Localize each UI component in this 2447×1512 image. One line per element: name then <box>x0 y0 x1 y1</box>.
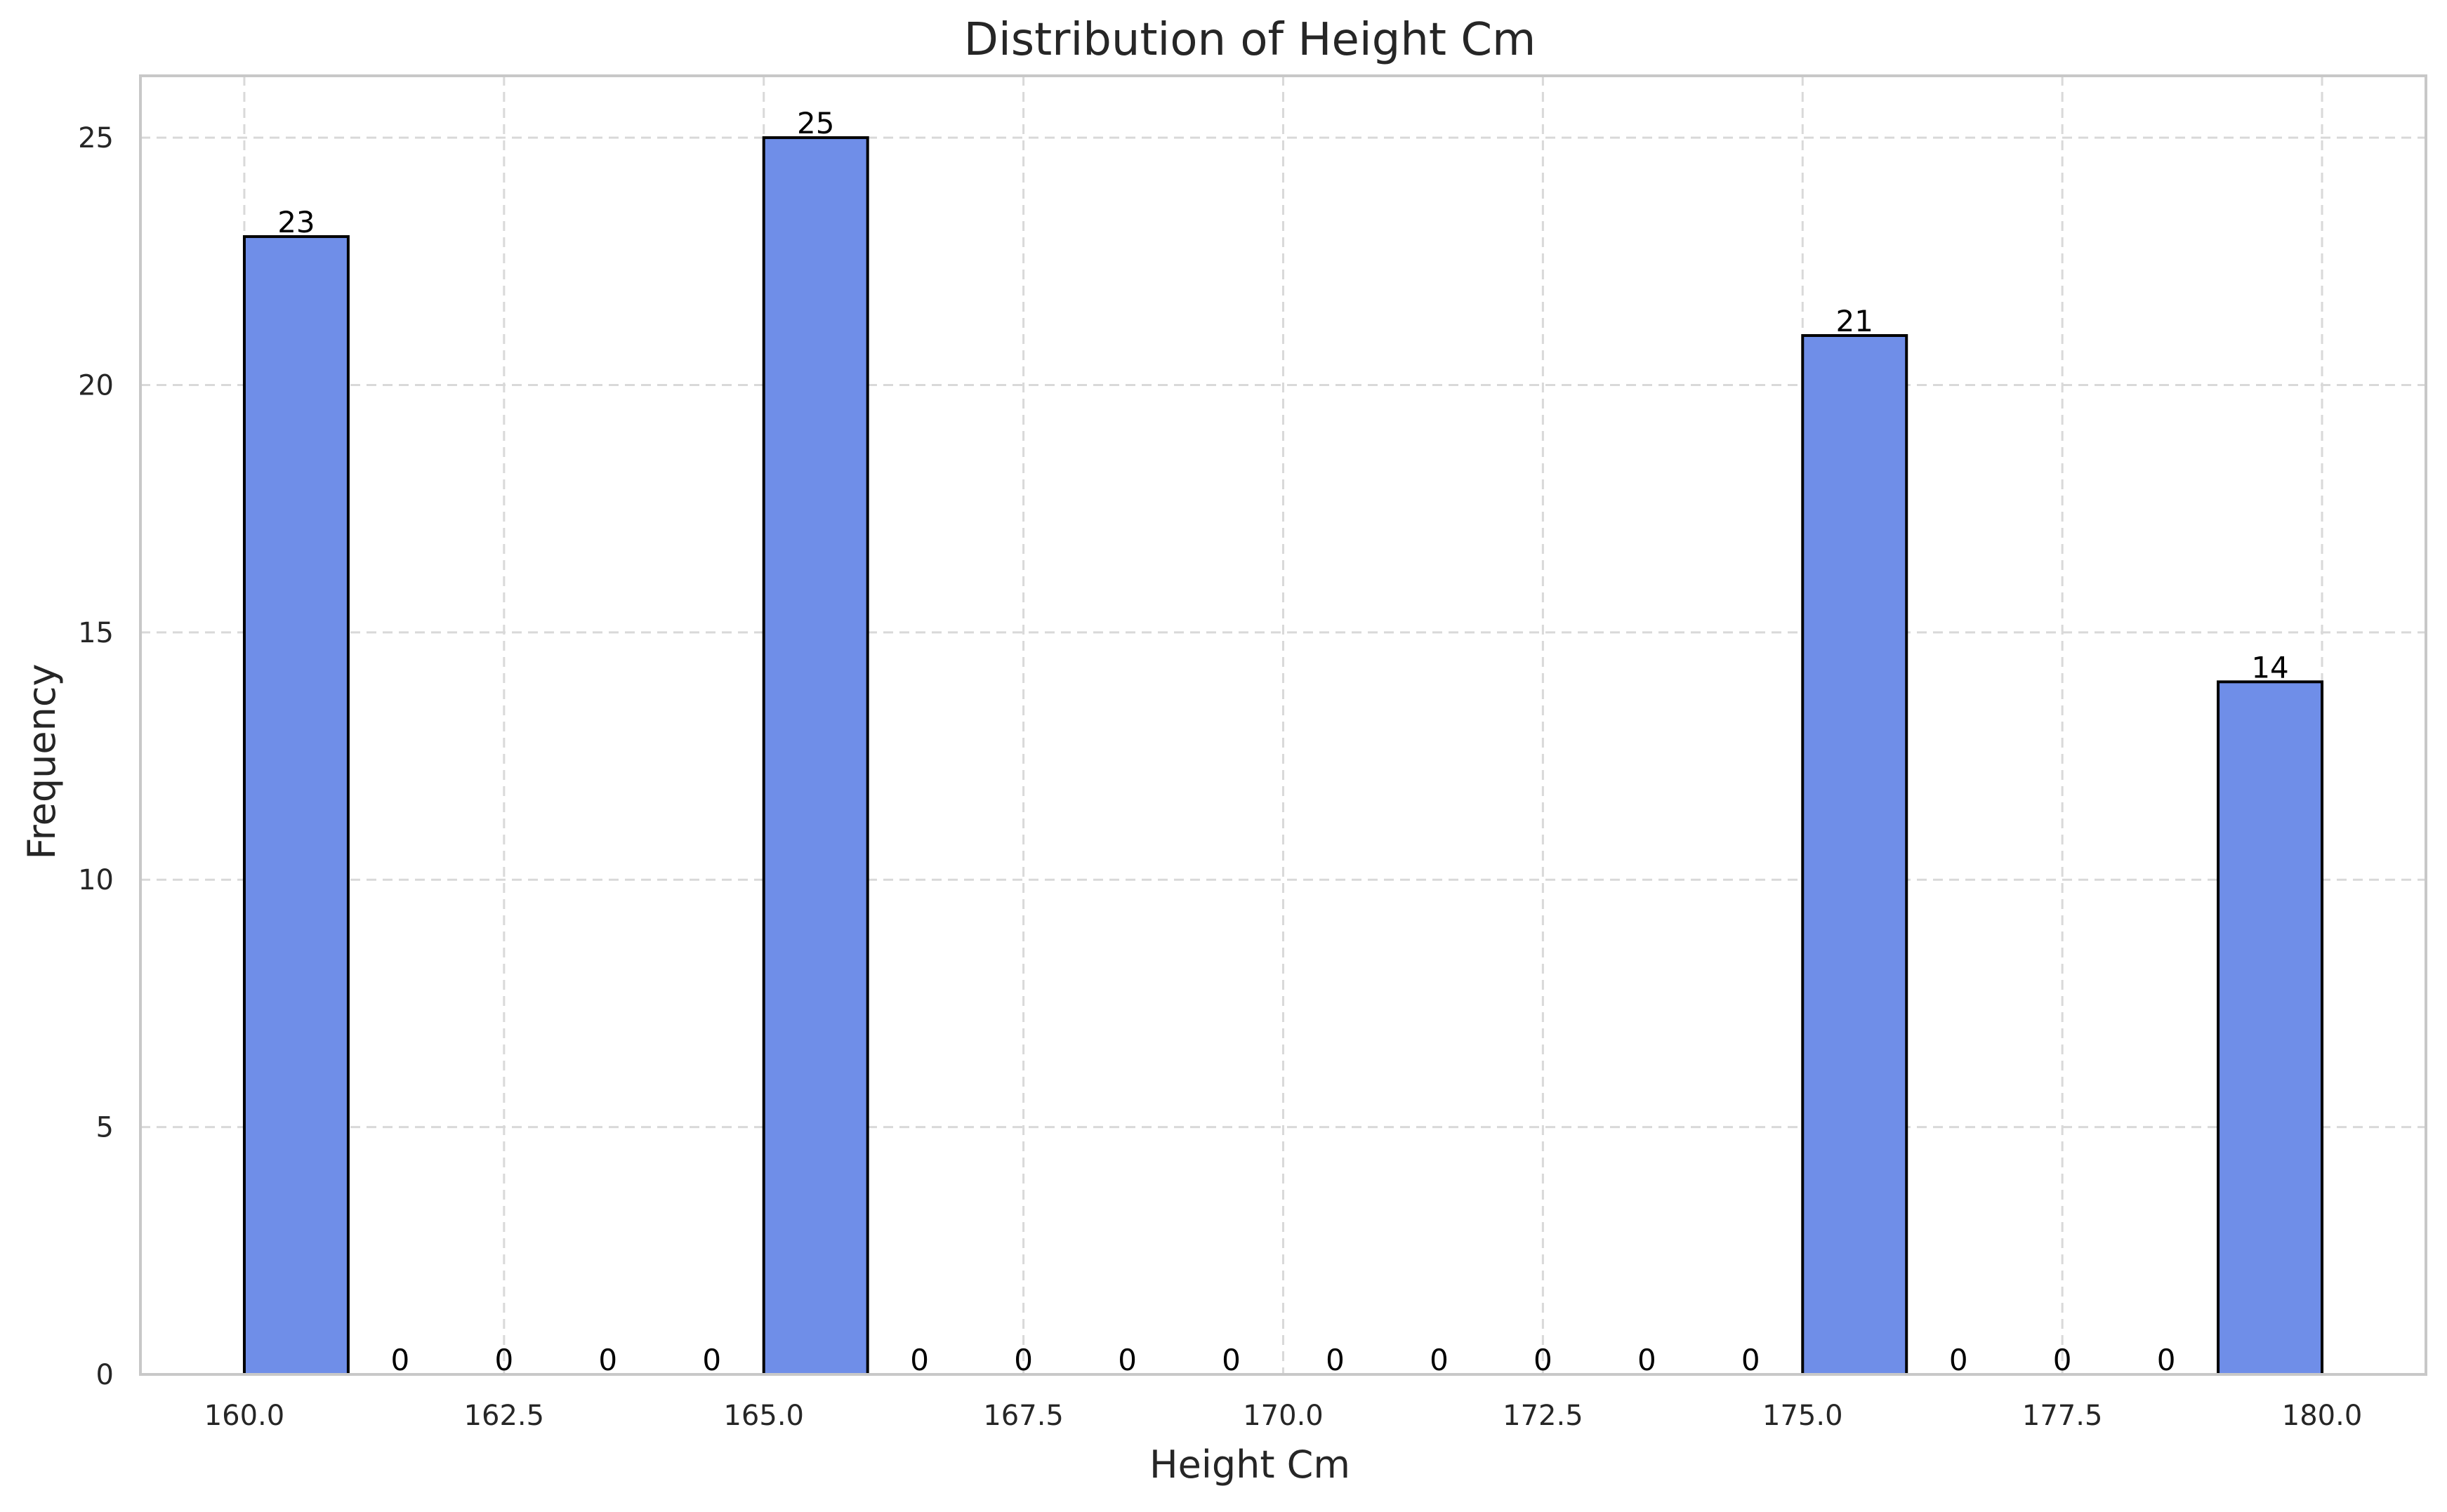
histogram-bar <box>762 136 869 1377</box>
bar-value-label: 0 <box>494 1343 513 1377</box>
x-tick-label: 165.0 <box>723 1400 804 1432</box>
plot-frame <box>139 74 2427 1376</box>
histogram-bar <box>2217 680 2324 1376</box>
x-axis-label: Height Cm <box>1149 1443 1350 1487</box>
y-tick-label: 15 <box>78 617 114 649</box>
histogram-bar <box>242 235 350 1376</box>
bar-value-label: 0 <box>1430 1343 1449 1377</box>
x-tick-label: 170.0 <box>1243 1400 1324 1432</box>
y-tick-label: 10 <box>78 864 114 896</box>
y-tick-label: 0 <box>96 1359 114 1391</box>
x-tick-label: 177.5 <box>2022 1400 2103 1432</box>
bar-value-label: 0 <box>702 1343 721 1377</box>
y-axis-label: Frequency <box>20 664 64 860</box>
y-tick-label: 25 <box>78 122 114 154</box>
bar-value-label: 0 <box>910 1343 929 1377</box>
bar-value-label: 23 <box>277 205 315 239</box>
x-tick-label: 167.5 <box>983 1400 1064 1432</box>
bar-value-label: 0 <box>2157 1343 2176 1377</box>
bar-value-label: 0 <box>2053 1343 2072 1377</box>
tick-label-layer: 160.0 162.5 165.0 167.5 170.0 172.5 175.0 177.5… <box>78 122 2362 1432</box>
x-tick-label: 180.0 <box>2282 1400 2363 1432</box>
bar-value-label: 21 <box>1836 304 1873 338</box>
x-tick-label: 162.5 <box>464 1400 545 1432</box>
histogram-bar <box>1801 334 1908 1376</box>
bar-value-label: 0 <box>1326 1343 1345 1377</box>
chart-title: Distribution of Height Cm <box>964 14 1536 66</box>
bar-value-label: 0 <box>1014 1343 1033 1377</box>
bar-value-label: 25 <box>797 106 834 140</box>
bar-value-label: 0 <box>1118 1343 1137 1377</box>
bar-value-label: 0 <box>598 1343 617 1377</box>
bar-value-label: 0 <box>1637 1343 1656 1377</box>
bar-layer <box>242 136 2324 1377</box>
bar-value-label: 0 <box>391 1343 410 1377</box>
x-tick-label: 175.0 <box>1762 1400 1843 1432</box>
y-tick-label: 5 <box>96 1112 114 1144</box>
bar-value-label: 0 <box>1222 1343 1241 1377</box>
x-tick-label: 172.5 <box>1503 1400 1583 1432</box>
x-tick-label: 160.0 <box>204 1400 285 1432</box>
bar-value-label: 14 <box>2251 650 2288 684</box>
bar-value-label: 0 <box>1534 1343 1552 1377</box>
y-tick-label: 20 <box>78 369 114 402</box>
bar-value-label: 0 <box>1741 1343 1760 1377</box>
bar-value-label: 0 <box>1949 1343 1968 1377</box>
data-label-layer: 23 0 0 0 0 25 0 0 0 0 0 0 0 0 0 21 0 0 0 14 <box>277 106 2289 1377</box>
